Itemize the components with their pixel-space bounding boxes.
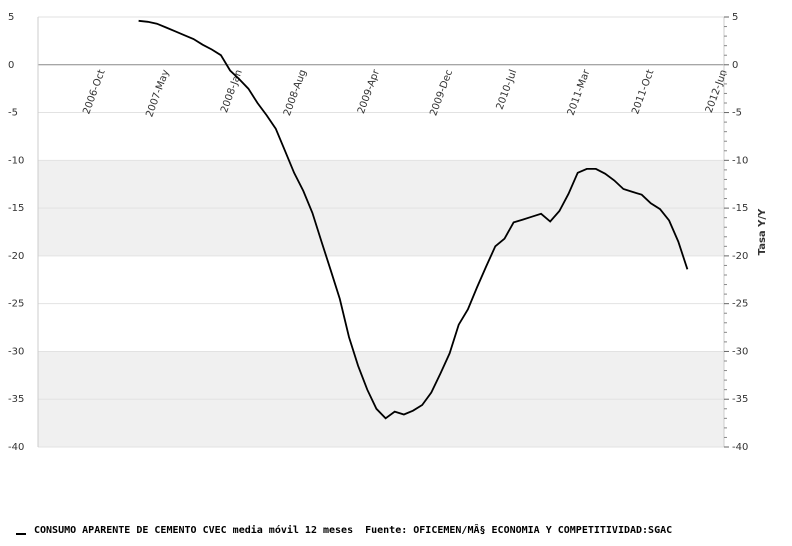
x-tick-label: 2008-Aug	[282, 68, 309, 117]
y2-tick-label: -40	[732, 442, 748, 453]
y-tick-label: 0	[8, 60, 14, 71]
x-tick-label: 2009-Dec	[428, 68, 455, 117]
x-tick-label: 2012-Jun	[704, 68, 730, 114]
y-tick-label: -20	[8, 251, 24, 262]
y2-tick-label: 5	[732, 12, 738, 23]
line-series	[138, 19, 689, 420]
y-tick-label: -5	[8, 108, 18, 119]
x-tick-label: 2011-Mar	[566, 67, 593, 117]
x-tick-label: 2006-Oct	[81, 68, 107, 116]
y-tick-label: -35	[8, 394, 24, 405]
x-tick-label: 2007-May	[144, 68, 171, 119]
x-tick-label: 2010-Jul	[495, 68, 520, 111]
y2-tick-label: -15	[732, 203, 748, 214]
y2-tick-label: -25	[732, 299, 748, 310]
source-note: Fuente: OFICEMEN/MÂ§ ECONOMIA Y COMPETIT…	[365, 523, 672, 536]
x-tick-label: 2011-Oct	[630, 68, 656, 116]
x-tick-label: 2009-Apr	[356, 67, 382, 115]
x-tick-label: 2008-Jan	[219, 68, 245, 114]
y2-axis-label: Tasa Y/Y	[757, 208, 768, 255]
y2-tick-label: -5	[732, 108, 742, 119]
y-tick-label: -30	[8, 346, 24, 357]
y-tick-label: -40	[8, 442, 24, 453]
y-tick-label: -10	[8, 155, 24, 166]
y2-tick-label: -30	[732, 346, 748, 357]
legend-label: CONSUMO APARENTE DE CEMENTO CVEC media m…	[34, 524, 353, 536]
y-tick-label: -15	[8, 203, 24, 214]
y2-tick-label: -20	[732, 251, 748, 262]
y2-tick-label: -10	[732, 155, 748, 166]
y-tick-label: 5	[8, 12, 14, 23]
y-tick-label: -25	[8, 299, 24, 310]
y2-tick-label: -35	[732, 394, 748, 405]
y2-tick-label: 0	[732, 60, 738, 71]
